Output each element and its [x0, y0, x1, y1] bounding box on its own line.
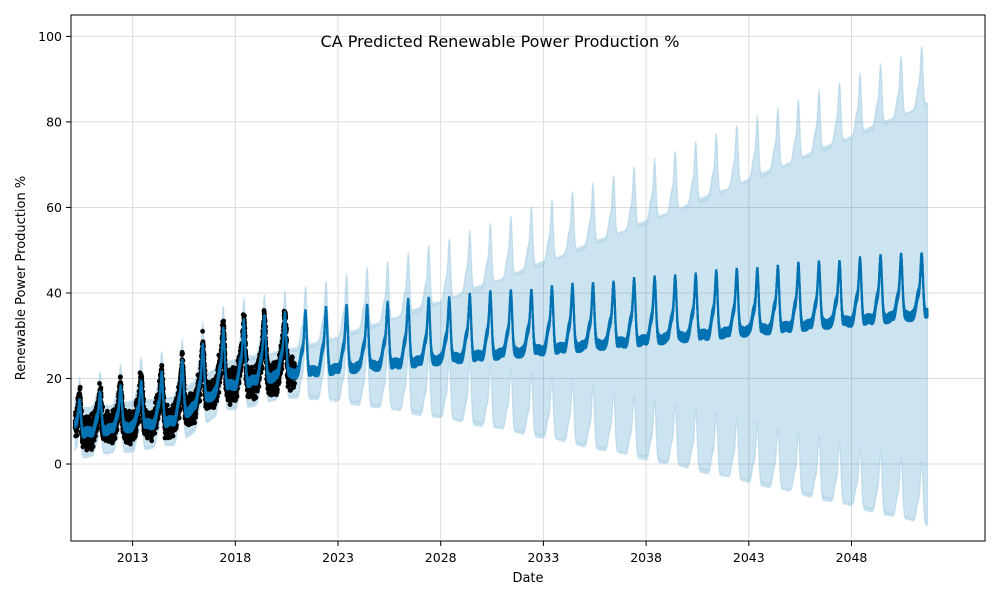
observed-point: [180, 351, 185, 357]
observed-point: [242, 313, 247, 318]
observed-point: [276, 379, 282, 385]
x-tick-label: 2018: [219, 550, 251, 565]
x-tick-label: 2043: [733, 550, 765, 565]
grid: [71, 15, 985, 541]
x-axis-label: Date: [512, 571, 543, 586]
uncertainty-band: [74, 45, 929, 527]
x-tick-label: 2033: [527, 550, 559, 565]
observed-point: [127, 441, 133, 447]
uncertainty-band-area: [74, 45, 929, 527]
observed-point: [192, 420, 198, 426]
observed-point: [77, 384, 83, 390]
observed-point: [90, 444, 96, 449]
observed-point: [193, 411, 199, 417]
y-tick-label: 0: [54, 457, 62, 472]
observed-point: [118, 374, 123, 380]
observed-point: [98, 385, 104, 391]
observed-point: [152, 430, 158, 436]
observed-point: [292, 380, 297, 386]
chart-title: CA Predicted Renewable Power Production …: [321, 32, 680, 51]
x-tick-label: 2048: [836, 550, 868, 565]
y-tick-label: 60: [46, 200, 62, 215]
y-tick-label: 80: [46, 114, 62, 129]
x-tick-label: 2013: [117, 550, 149, 565]
observed-point: [221, 318, 227, 324]
observed-point: [290, 355, 295, 360]
y-axis-label: Renewable Power Production %: [14, 176, 29, 380]
observed-point: [74, 432, 80, 438]
observed-point: [149, 438, 155, 444]
y-tick-label: 40: [46, 285, 62, 300]
x-tick-label: 2028: [425, 550, 457, 565]
observed-point: [200, 328, 206, 334]
observed-point: [74, 428, 80, 434]
observed-point: [234, 393, 240, 399]
observed-point: [253, 395, 259, 401]
observed-point: [274, 387, 280, 392]
observed-point: [170, 433, 176, 439]
x-tick-label: 2023: [322, 550, 354, 565]
y-tick-label: 100: [38, 29, 62, 44]
observed-point: [97, 381, 102, 386]
x-tick-label: 2038: [630, 550, 662, 565]
y-tick-label: 20: [46, 371, 62, 386]
observed-point: [164, 402, 170, 408]
observed-point: [112, 435, 118, 441]
